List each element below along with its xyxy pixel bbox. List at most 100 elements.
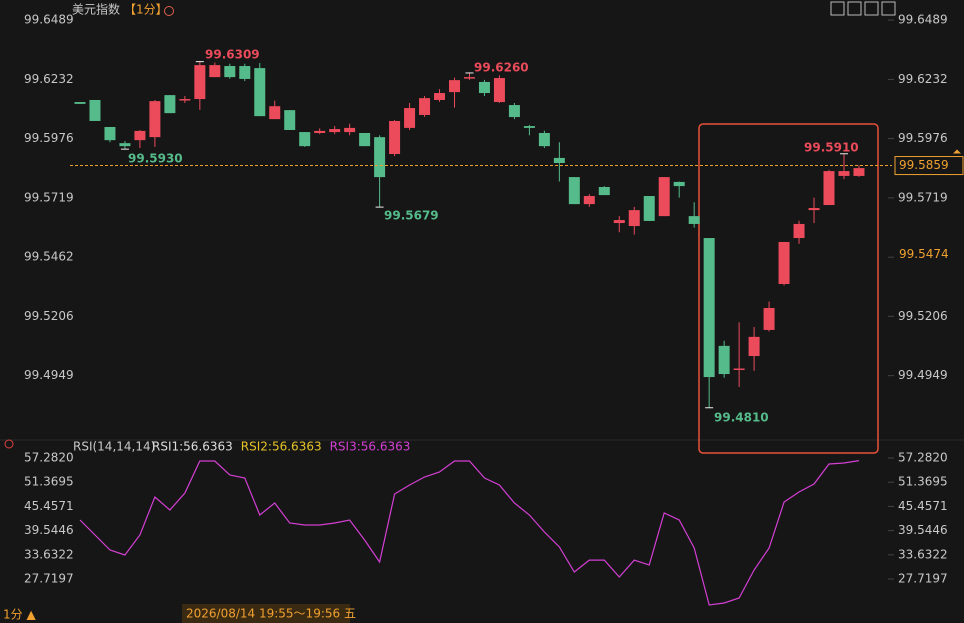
- candle-body: [493, 78, 505, 103]
- candle-body: [763, 308, 775, 330]
- interval-label[interactable]: 1分 ▲: [3, 608, 36, 622]
- y-tick-label: 27.7197: [24, 572, 74, 586]
- candle-body: [808, 208, 820, 211]
- candle-body: [838, 171, 850, 176]
- tool-button[interactable]: [881, 1, 896, 16]
- annotation: 99.5679: [384, 209, 439, 223]
- legend-entry: RSI3:56.6363: [330, 440, 411, 454]
- candle-body: [314, 130, 326, 133]
- candle-body: [823, 171, 835, 206]
- y-tick-label: 45.4571: [24, 499, 74, 513]
- candle-body: [239, 66, 251, 79]
- candle-body: [164, 95, 176, 114]
- y-tick-label: 51.3695: [24, 475, 74, 489]
- time-range: 2026/08/14 19:55～19:56 五: [186, 607, 356, 621]
- candle-body: [419, 98, 431, 115]
- candle-body: [583, 196, 595, 205]
- y-tick-label: 99.4949: [898, 368, 948, 382]
- candle-body: [179, 99, 191, 101]
- candle-body: [643, 196, 655, 221]
- candle-body: [598, 187, 610, 196]
- y-tick-label: 99.5976: [898, 131, 948, 145]
- candle-body: [538, 132, 550, 147]
- y-tick-label: 99.5719: [898, 190, 948, 204]
- candle-body: [254, 68, 266, 117]
- y-tick-label: 45.4571: [898, 499, 948, 513]
- interval[interactable]: 【1分】: [124, 3, 168, 17]
- candle-body: [209, 65, 221, 78]
- candle-body: [74, 102, 86, 104]
- y-tick-label: 99.6489: [898, 13, 948, 27]
- candle-body: [149, 101, 161, 138]
- candle-body: [194, 65, 206, 100]
- y-tick-label: 99.5462: [24, 250, 74, 264]
- legend-entry: RSI2:56.6363: [241, 440, 322, 454]
- y-tick-label: 99.4949: [24, 368, 74, 382]
- rsi-line: [79, 460, 860, 606]
- toolbar: [830, 1, 896, 16]
- candle-body: [508, 105, 520, 118]
- candle-body: [374, 137, 386, 178]
- y-tick-label: 99.5206: [898, 309, 948, 323]
- tool-button[interactable]: [847, 1, 862, 16]
- candle-body: [688, 216, 700, 224]
- candle-body: [478, 81, 490, 94]
- y-tick-label: 51.3695: [898, 475, 948, 489]
- last-price-arrow: [953, 149, 961, 154]
- y-tick-label: 57.2820: [898, 451, 948, 465]
- candle-body: [449, 80, 460, 93]
- y-tick-label: 99.6232: [24, 72, 74, 86]
- y-tick-label: 39.5446: [898, 523, 948, 537]
- y-tick-label: 99.5206: [24, 309, 74, 323]
- tool-button[interactable]: [864, 1, 879, 16]
- candle-body: [733, 368, 745, 371]
- candle-body: [568, 177, 580, 205]
- y-tick-label: 99.5976: [24, 131, 74, 145]
- candle-body: [703, 238, 715, 378]
- marker-price-tag: [895, 246, 963, 263]
- candle-body: [299, 132, 311, 147]
- y-tick-label: 27.7197: [898, 572, 948, 586]
- candle-body: [463, 77, 475, 79]
- candle-body: [613, 220, 625, 224]
- chart-title: 美元指数: [72, 2, 120, 17]
- candle-body: [89, 99, 101, 121]
- add-icon[interactable]: [164, 6, 174, 16]
- last-price-label: 99.5859: [899, 158, 949, 172]
- candle-body: [523, 126, 535, 128]
- y-tick-label: 39.5446: [24, 523, 74, 537]
- candle-body: [853, 168, 865, 176]
- candle-body: [269, 106, 281, 120]
- annotation: 99.6260: [474, 61, 529, 75]
- tool-button[interactable]: [830, 1, 845, 16]
- y-tick-label: 57.2820: [24, 451, 74, 465]
- candle-body: [748, 336, 760, 357]
- candle-body: [119, 143, 131, 147]
- candle-body: [329, 129, 341, 133]
- annotation: 99.4810: [714, 411, 769, 425]
- candle-body: [284, 110, 296, 130]
- candle-body: [658, 177, 670, 217]
- candle-body: [134, 130, 146, 141]
- y-tick-label: 99.6232: [898, 72, 948, 86]
- annotation: 99.5910: [804, 141, 859, 155]
- candle-body: [673, 181, 685, 187]
- legend-entry: RSI1:56.6363: [152, 440, 233, 454]
- y-tick-label: 99.6489: [24, 13, 74, 27]
- time-box: [182, 604, 350, 623]
- candle-body: [344, 127, 356, 133]
- indicator-label: RSI(14,14,14): [73, 440, 155, 454]
- highlight-box: [698, 123, 879, 454]
- candle-body: [104, 126, 116, 141]
- candle-body: [404, 108, 416, 128]
- candle-body: [224, 66, 236, 78]
- candle-body: [628, 210, 640, 227]
- panel-icon[interactable]: [4, 439, 14, 449]
- annotation: 99.6309: [205, 48, 260, 62]
- marker-price-label: 99.5474: [899, 247, 949, 261]
- last-price-tag: [894, 156, 964, 176]
- candle-body: [553, 157, 565, 164]
- candle-body: [389, 120, 401, 155]
- candle-body: [434, 93, 446, 100]
